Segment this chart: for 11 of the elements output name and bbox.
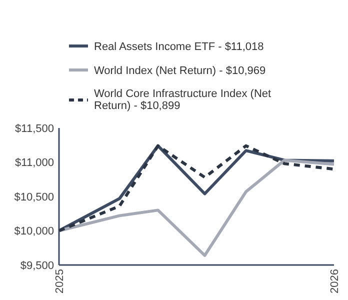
legend-label: World Core Infrastructure Index (Net Return) - $10,899 — [94, 88, 272, 112]
x-tick-label: 2025 — [54, 269, 66, 294]
legend-label: Real Assets Income ETF - $11,018 — [94, 41, 264, 53]
y-tick-label: $11,000 — [15, 157, 54, 170]
line-series — [58, 158, 336, 257]
y-tick-label: $10,500 — [14, 191, 54, 204]
y-tick-label: $11,500 — [15, 122, 54, 135]
x-tick-label: 2026 — [328, 269, 341, 294]
y-tick-label: $10,000 — [14, 226, 54, 238]
y-tick-label: $9,500 — [20, 260, 54, 272]
legend-label: World Index (Net Return) - $10,969 — [94, 65, 266, 77]
